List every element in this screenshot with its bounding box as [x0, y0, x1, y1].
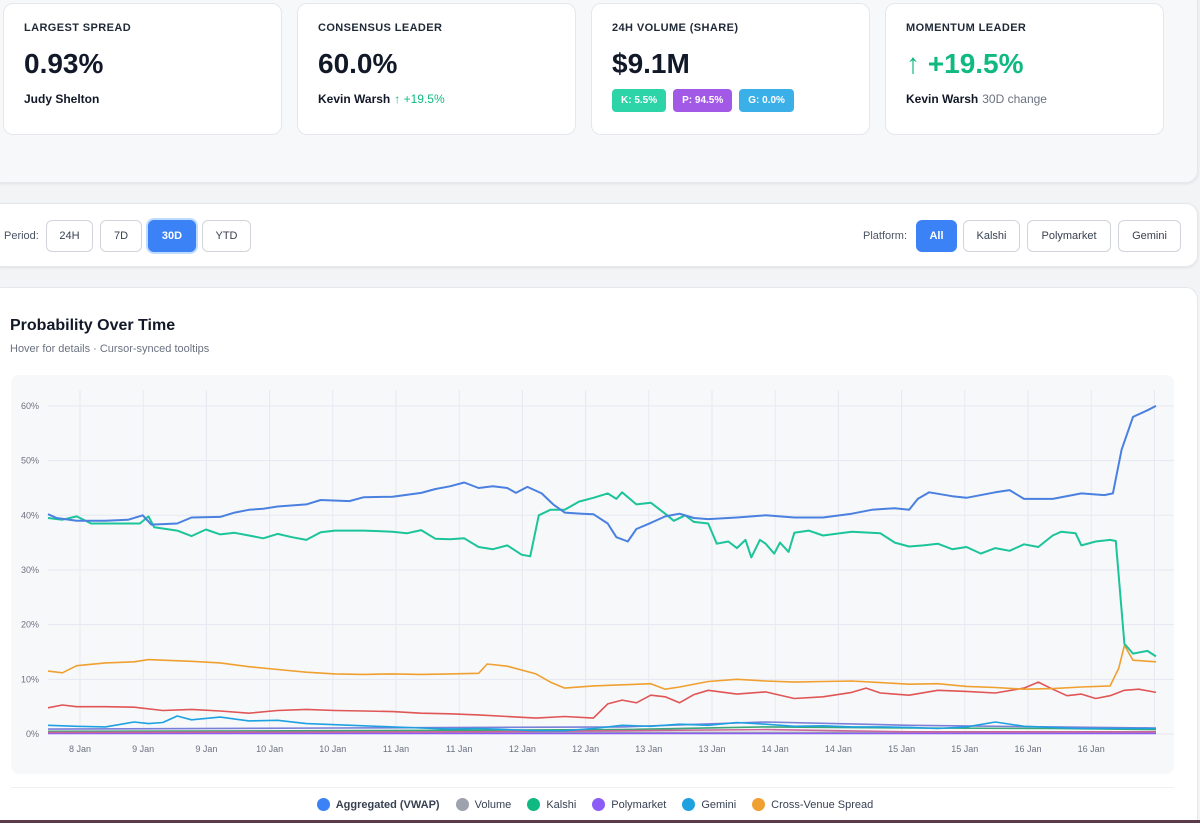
leader-name: Kevin Warsh — [906, 92, 979, 106]
consensus-leader-card: CONSENSUS LEADER 60.0% Kevin Warsh ↑ +19.… — [297, 3, 576, 135]
x-tick-label: 14 Jan — [825, 744, 852, 754]
stats-panel: LARGEST SPREAD 0.93% Judy Shelton CONSEN… — [0, 0, 1198, 183]
leader-name: Kevin Warsh — [318, 92, 391, 106]
legend-item-volume[interactable]: Volume — [455, 798, 512, 811]
x-tick-label: 13 Jan — [698, 744, 725, 754]
period-7d-button[interactable]: 7D — [100, 220, 142, 252]
filter-bar: Period: 24H 7D 30D YTD Platform: All Kal… — [0, 203, 1198, 267]
x-tick-label: 8 Jan — [69, 744, 91, 754]
plot-area[interactable]: 0% 10% 20% 30% 40% 50% 60% 8 Jan 9 Jan 9 Jan 10 Ja… — [11, 375, 1174, 774]
largest-spread-card: LARGEST SPREAD 0.93% Judy Shelton — [3, 3, 282, 135]
period-label: Period: — [4, 230, 39, 242]
legend-label: Aggregated (VWAP) — [335, 798, 440, 811]
momentum-leader-card: MOMENTUM LEADER ↑ +19.5% Kevin Warsh 30D … — [885, 3, 1164, 135]
y-tick-label: 40% — [21, 510, 39, 520]
card-subtitle: Judy Shelton — [24, 92, 100, 106]
legend-dot — [316, 798, 330, 811]
window-bottom-edge — [0, 820, 1200, 823]
legend-dot — [455, 798, 469, 811]
card-label: CONSENSUS LEADER — [318, 22, 443, 34]
card-label: MOMENTUM LEADER — [906, 22, 1027, 34]
y-tick-label: 50% — [21, 456, 39, 466]
chart-legend: Aggregated (VWAP) Volume Kalshi Polymark… — [0, 798, 1199, 811]
change-period: 30D change — [982, 92, 1047, 106]
period-24h-button[interactable]: 24H — [46, 220, 93, 252]
legend-label: Kalshi — [546, 798, 577, 811]
y-tick-label: 60% — [21, 401, 39, 411]
probability-chart[interactable]: 0% 10% 20% 30% 40% 50% 60% 8 Jan 9 Jan 9 Jan 10 Ja… — [11, 375, 1174, 774]
card-label: 24H VOLUME (SHARE) — [612, 22, 739, 34]
card-subtitle: Kevin Warsh 30D change — [906, 92, 1143, 106]
x-tick-label: 16 Jan — [1014, 744, 1041, 754]
platform-polymarket-button[interactable]: Polymarket — [1027, 220, 1111, 252]
x-tick-label: 15 Jan — [888, 744, 915, 754]
period-30d-button[interactable]: 30D — [148, 220, 196, 252]
y-tick-label: 20% — [21, 620, 39, 630]
legend-item-aggregated[interactable]: Aggregated (VWAP) — [316, 798, 440, 811]
volume-share-card: 24H VOLUME (SHARE) $9.1M K: 5.5% P: 94.5… — [591, 3, 870, 135]
legend-dot — [682, 798, 696, 811]
x-tick-label: 10 Jan — [319, 744, 346, 754]
x-tick-label: 16 Jan — [1078, 744, 1105, 754]
gemini-share-chip: G: 0.0% — [739, 89, 794, 112]
series-line-unlabeled — [47, 728, 1156, 734]
legend-label: Gemini — [701, 798, 737, 811]
legend-dot — [752, 798, 766, 811]
kalshi-share-chip: K: 5.5% — [612, 89, 667, 112]
legend-label: Volume — [474, 798, 512, 811]
legend-divider — [11, 787, 1174, 788]
series-line-unlabeled — [47, 726, 1157, 733]
card-value: ↑ +19.5% — [906, 48, 1024, 79]
legend-label: Polymarket — [611, 798, 667, 811]
volume-chips: K: 5.5% P: 94.5% G: 0.0% — [612, 89, 849, 112]
legend-dot — [527, 798, 541, 811]
legend-item-polymarket[interactable]: Polymarket — [592, 798, 666, 811]
series-line-cross-venue-spread — [47, 644, 1157, 690]
x-tick-label: 12 Jan — [572, 744, 599, 754]
polymarket-share-chip: P: 94.5% — [673, 89, 733, 112]
series-line-gemini — [47, 715, 1156, 732]
series-line-kalshi — [47, 491, 1157, 658]
platform-all-button[interactable]: All — [916, 220, 957, 252]
y-tick-label: 10% — [21, 674, 39, 684]
x-tick-label: 10 Jan — [256, 744, 283, 754]
legend-item-gemini[interactable]: Gemini — [682, 798, 736, 811]
x-tick-label: 13 Jan — [635, 744, 662, 754]
platform-kalshi-button[interactable]: Kalshi — [963, 220, 1020, 252]
change-value: ↑ +19.5% — [394, 92, 445, 106]
x-tick-label: 15 Jan — [951, 744, 978, 754]
chart-subtitle: Hover for details · Cursor-synced toolti… — [10, 343, 210, 355]
legend-dot — [592, 798, 606, 811]
legend-item-kalshi[interactable]: Kalshi — [527, 798, 576, 811]
card-subtitle: Kevin Warsh ↑ +19.5% — [318, 92, 555, 106]
x-tick-label: 11 Jan — [383, 744, 409, 754]
card-value: 60.0% — [318, 48, 398, 79]
x-tick-label: 11 Jan — [446, 744, 472, 754]
x-tick-label: 9 Jan — [195, 744, 217, 754]
y-tick-label: 0% — [26, 729, 39, 739]
x-tick-label: 9 Jan — [132, 744, 154, 754]
series-line-aggregated-vwap — [47, 405, 1157, 543]
card-value: $9.1M — [612, 48, 690, 79]
period-ytd-button[interactable]: YTD — [202, 220, 251, 252]
chart-panel: Probability Over Time Hover for details … — [0, 287, 1198, 823]
card-value: 0.93% — [24, 48, 104, 79]
legend-label: Cross-Venue Spread — [771, 798, 874, 811]
legend-item-cross-venue-spread[interactable]: Cross-Venue Spread — [752, 798, 873, 811]
platform-gemini-button[interactable]: Gemini — [1118, 220, 1181, 252]
x-tick-label: 12 Jan — [509, 744, 536, 754]
series-line-unlabeled — [47, 681, 1157, 719]
x-tick-label: 14 Jan — [762, 744, 789, 754]
chart-title: Probability Over Time — [10, 317, 176, 334]
card-label: LARGEST SPREAD — [24, 22, 132, 34]
y-tick-label: 30% — [21, 565, 39, 575]
platform-label: Platform: — [863, 230, 908, 242]
